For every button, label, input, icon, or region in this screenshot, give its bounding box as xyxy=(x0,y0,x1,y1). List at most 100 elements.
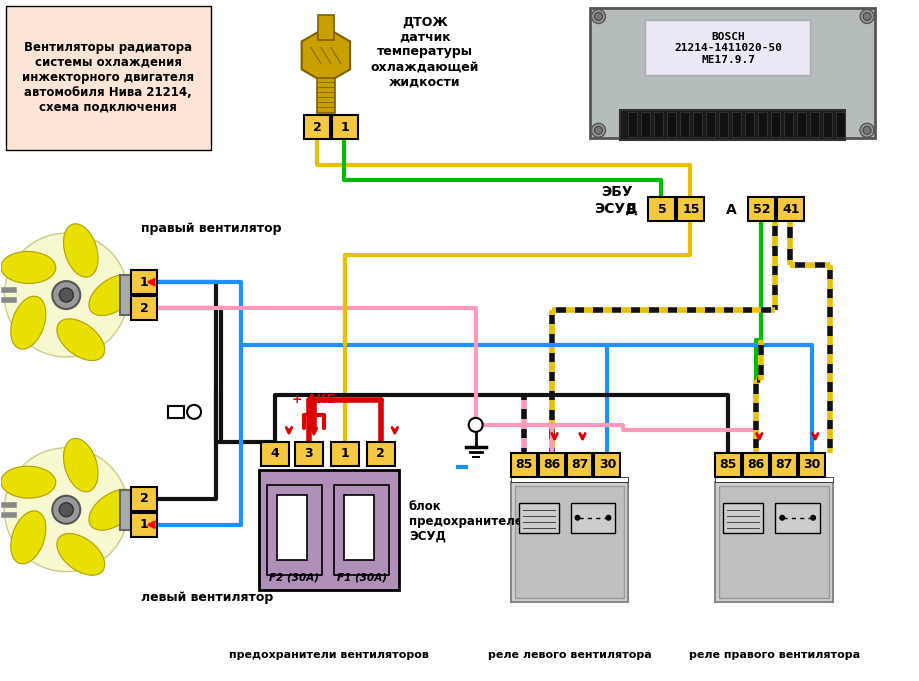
FancyBboxPatch shape xyxy=(620,110,845,140)
Circle shape xyxy=(860,123,874,138)
Text: 15: 15 xyxy=(682,203,699,216)
FancyBboxPatch shape xyxy=(595,453,620,477)
FancyBboxPatch shape xyxy=(641,112,651,138)
FancyBboxPatch shape xyxy=(131,296,157,320)
FancyBboxPatch shape xyxy=(591,8,875,138)
FancyBboxPatch shape xyxy=(629,112,638,138)
FancyBboxPatch shape xyxy=(720,112,728,138)
FancyBboxPatch shape xyxy=(295,442,323,466)
Text: 87: 87 xyxy=(571,458,588,471)
Text: 1: 1 xyxy=(140,276,149,289)
FancyBboxPatch shape xyxy=(511,481,629,601)
Circle shape xyxy=(595,126,603,134)
Circle shape xyxy=(811,515,816,521)
Circle shape xyxy=(469,418,482,432)
FancyBboxPatch shape xyxy=(743,453,769,477)
FancyBboxPatch shape xyxy=(511,477,629,481)
Text: F1 (30А): F1 (30А) xyxy=(337,573,387,583)
Text: 86: 86 xyxy=(543,458,561,471)
Text: 41: 41 xyxy=(782,203,800,216)
Text: 1: 1 xyxy=(340,121,349,134)
Text: B: B xyxy=(626,203,637,217)
FancyBboxPatch shape xyxy=(334,485,389,575)
FancyBboxPatch shape xyxy=(720,486,829,598)
Text: предохранители вентиляторов: предохранители вентиляторов xyxy=(229,650,429,659)
FancyBboxPatch shape xyxy=(758,112,767,138)
Ellipse shape xyxy=(63,439,98,492)
Text: A: A xyxy=(725,203,736,217)
Text: 1: 1 xyxy=(140,518,149,531)
FancyBboxPatch shape xyxy=(131,270,157,294)
Text: 5: 5 xyxy=(657,203,666,216)
Text: + АКБ: + АКБ xyxy=(291,394,336,407)
Text: 52: 52 xyxy=(753,203,770,216)
Circle shape xyxy=(863,126,871,134)
FancyBboxPatch shape xyxy=(515,486,624,598)
FancyBboxPatch shape xyxy=(304,115,330,140)
Text: BOSCH
21214-1411020-50
ME17.9.7: BOSCH 21214-1411020-50 ME17.9.7 xyxy=(675,32,782,65)
Text: 2: 2 xyxy=(312,121,322,134)
Text: правый вентилятор: правый вентилятор xyxy=(142,222,281,235)
Text: реле левого вентилятора: реле левого вентилятора xyxy=(488,650,652,659)
Text: ДТОЖ
датчик
температуры
охлаждающей
жидкости: ДТОЖ датчик температуры охлаждающей жидк… xyxy=(371,16,479,89)
Circle shape xyxy=(863,12,871,20)
Text: 86: 86 xyxy=(748,458,765,471)
Text: 85: 85 xyxy=(515,458,532,471)
Ellipse shape xyxy=(89,489,138,530)
Ellipse shape xyxy=(57,319,105,360)
Text: Вентиляторы радиатора
системы охлаждения
инжекторного двигателя
автомобиля Нива : Вентиляторы радиатора системы охлаждения… xyxy=(22,41,194,114)
Circle shape xyxy=(592,123,606,138)
FancyBboxPatch shape xyxy=(836,112,845,138)
Circle shape xyxy=(5,448,128,571)
FancyBboxPatch shape xyxy=(518,503,559,533)
Circle shape xyxy=(592,10,606,23)
Text: левый вентилятор: левый вентилятор xyxy=(142,591,274,604)
Text: 30: 30 xyxy=(803,458,821,471)
FancyBboxPatch shape xyxy=(539,453,564,477)
FancyBboxPatch shape xyxy=(732,112,742,138)
Ellipse shape xyxy=(11,511,46,564)
Text: 2: 2 xyxy=(140,302,149,315)
FancyBboxPatch shape xyxy=(777,197,804,221)
Circle shape xyxy=(52,281,80,309)
FancyBboxPatch shape xyxy=(776,503,820,533)
Text: F2 (30А): F2 (30А) xyxy=(269,573,319,583)
FancyBboxPatch shape xyxy=(367,442,395,466)
FancyBboxPatch shape xyxy=(800,453,825,477)
FancyBboxPatch shape xyxy=(771,112,780,138)
Text: 2: 2 xyxy=(377,447,385,460)
Text: 2: 2 xyxy=(140,492,149,505)
FancyBboxPatch shape xyxy=(261,442,289,466)
FancyBboxPatch shape xyxy=(571,503,616,533)
FancyBboxPatch shape xyxy=(823,112,832,138)
FancyBboxPatch shape xyxy=(715,453,742,477)
Polygon shape xyxy=(301,27,350,83)
Circle shape xyxy=(60,288,74,302)
Circle shape xyxy=(606,515,611,521)
FancyBboxPatch shape xyxy=(120,490,142,530)
FancyBboxPatch shape xyxy=(784,112,793,138)
FancyBboxPatch shape xyxy=(715,477,834,481)
Circle shape xyxy=(779,515,785,521)
Ellipse shape xyxy=(1,251,56,283)
FancyBboxPatch shape xyxy=(645,20,811,76)
FancyBboxPatch shape xyxy=(693,112,702,138)
Ellipse shape xyxy=(11,296,46,349)
FancyBboxPatch shape xyxy=(332,115,357,140)
Text: 1: 1 xyxy=(340,447,349,460)
Text: ЭБУ
ЭСУД: ЭБУ ЭСУД xyxy=(595,185,639,215)
FancyBboxPatch shape xyxy=(677,197,704,221)
Circle shape xyxy=(60,503,74,517)
FancyBboxPatch shape xyxy=(318,16,334,40)
Circle shape xyxy=(5,233,128,357)
FancyBboxPatch shape xyxy=(511,453,537,477)
Circle shape xyxy=(860,10,874,23)
FancyBboxPatch shape xyxy=(667,112,676,138)
Ellipse shape xyxy=(1,466,56,498)
Text: 30: 30 xyxy=(599,458,616,471)
FancyBboxPatch shape xyxy=(267,485,322,575)
Ellipse shape xyxy=(63,224,98,277)
FancyBboxPatch shape xyxy=(168,406,184,418)
FancyBboxPatch shape xyxy=(259,470,399,590)
FancyBboxPatch shape xyxy=(748,197,776,221)
